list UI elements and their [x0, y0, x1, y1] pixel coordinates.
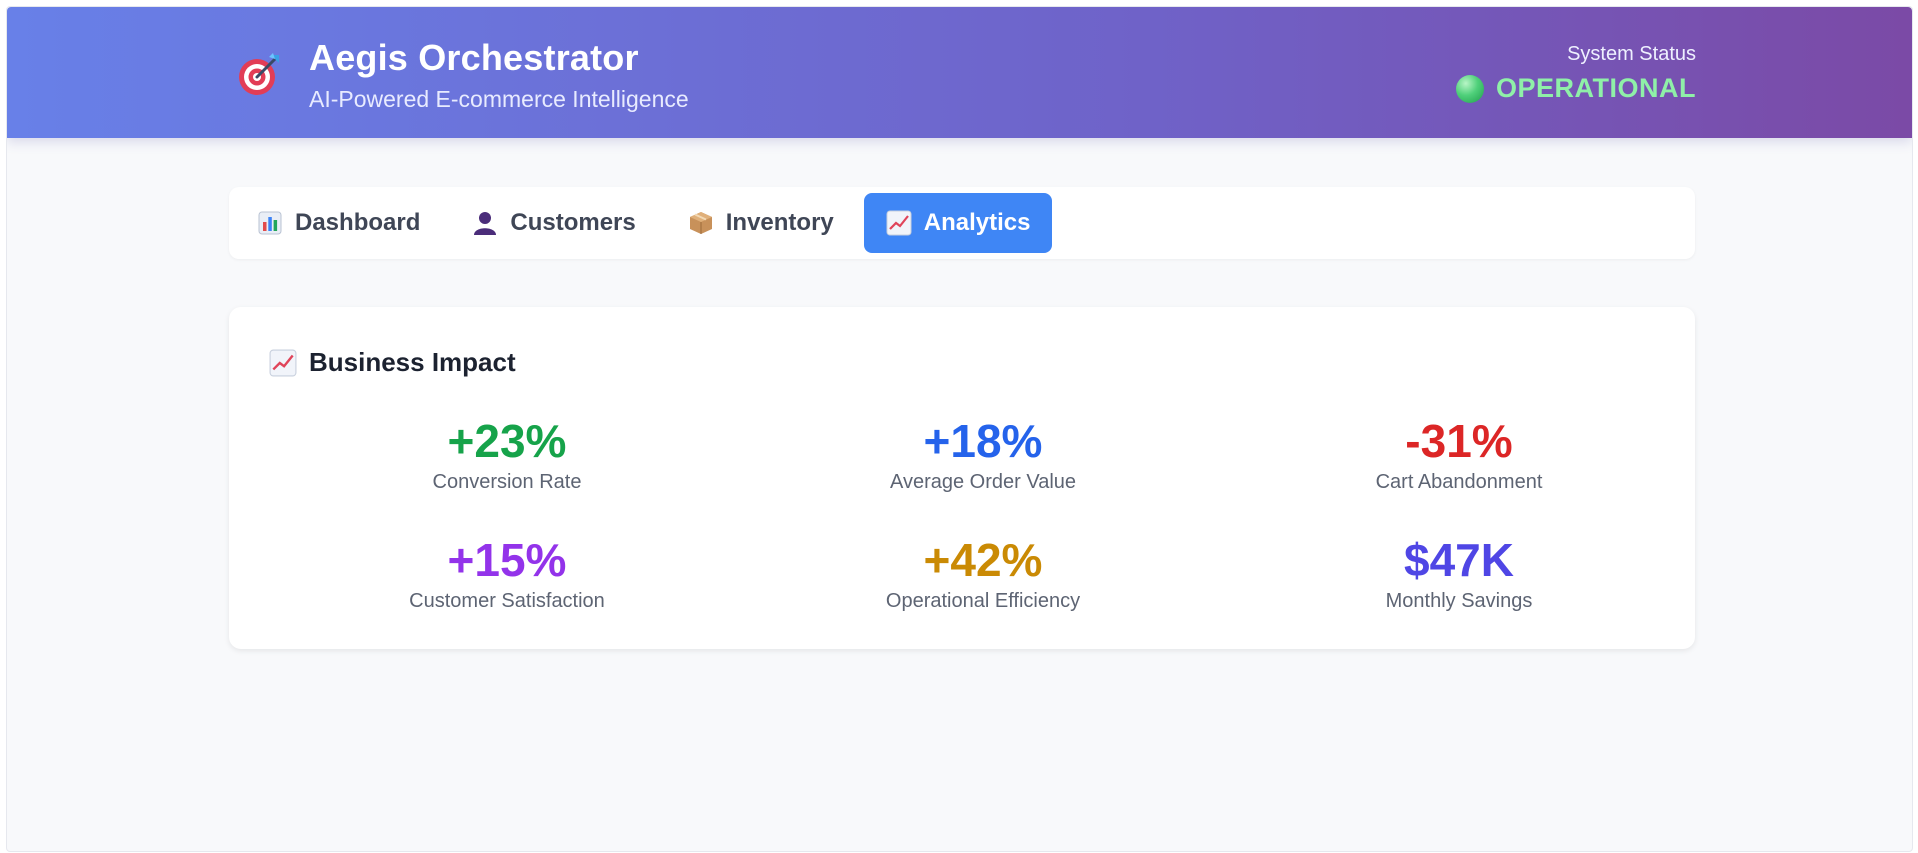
- business-impact-card: Business Impact +23% Conversion Rate +18…: [229, 307, 1695, 649]
- app-window: Aegis Orchestrator AI-Powered E-commerce…: [6, 6, 1913, 852]
- metric-label: Operational Efficiency: [885, 590, 1081, 612]
- metric-monthly-savings: $47K Monthly Savings: [1221, 534, 1697, 613]
- metric-label: Cart Abandonment: [1375, 471, 1543, 493]
- tab-analytics-label: Analytics: [923, 209, 1031, 236]
- status-indicator-icon: [1456, 74, 1484, 103]
- business-impact-title: Business Impact: [269, 347, 516, 378]
- system-status-value: OPERATIONAL: [1496, 73, 1696, 103]
- app-title: Aegis Orchestrator: [309, 37, 639, 78]
- metric-label: Average Order Value: [889, 471, 1077, 493]
- trend-up-icon: [886, 210, 912, 236]
- metric-label: Customer Satisfaction: [409, 590, 605, 612]
- tab-inventory-label: Inventory: [725, 209, 834, 236]
- metric-value: $47K: [1404, 534, 1514, 586]
- tab-inventory[interactable]: Inventory: [666, 193, 856, 253]
- metric-value: +18%: [923, 415, 1043, 467]
- metric-label: Monthly Savings: [1385, 590, 1533, 612]
- metrics-grid: +23% Conversion Rate +18% Average Order …: [269, 415, 1699, 613]
- system-status-label: System Status: [1567, 43, 1696, 65]
- main-tabs: Dashboard Customers Inventory Analytic: [229, 187, 1695, 259]
- user-icon: [474, 212, 497, 235]
- package-icon: [689, 212, 712, 234]
- metric-value: -31%: [1405, 415, 1513, 467]
- metric-conversion-rate: +23% Conversion Rate: [269, 415, 745, 494]
- tab-customers[interactable]: Customers: [450, 193, 657, 253]
- metric-label: Conversion Rate: [432, 471, 582, 493]
- metric-cart-abandonment: -31% Cart Abandonment: [1221, 415, 1697, 494]
- bar-chart-icon: [258, 211, 282, 235]
- metric-value: +23%: [447, 415, 567, 467]
- metric-value: +15%: [447, 534, 567, 586]
- trend-up-icon: [269, 349, 297, 376]
- tab-dashboard-label: Dashboard: [295, 209, 421, 236]
- metric-average-order-value: +18% Average Order Value: [745, 415, 1221, 494]
- app-header: Aegis Orchestrator AI-Powered E-commerce…: [7, 7, 1912, 138]
- tab-customers-label: Customers: [510, 209, 636, 236]
- target-icon: [239, 53, 279, 95]
- system-status: OPERATIONAL: [1456, 73, 1696, 104]
- metric-operational-efficiency: +42% Operational Efficiency: [745, 534, 1221, 613]
- app-subtitle: AI-Powered E-commerce Intelligence: [309, 86, 689, 112]
- tab-dashboard[interactable]: Dashboard: [235, 193, 442, 253]
- metric-value: +42%: [923, 534, 1043, 586]
- tab-analytics[interactable]: Analytics: [863, 193, 1053, 253]
- metric-customer-satisfaction: +15% Customer Satisfaction: [269, 534, 745, 613]
- business-impact-heading: Business Impact: [309, 347, 516, 377]
